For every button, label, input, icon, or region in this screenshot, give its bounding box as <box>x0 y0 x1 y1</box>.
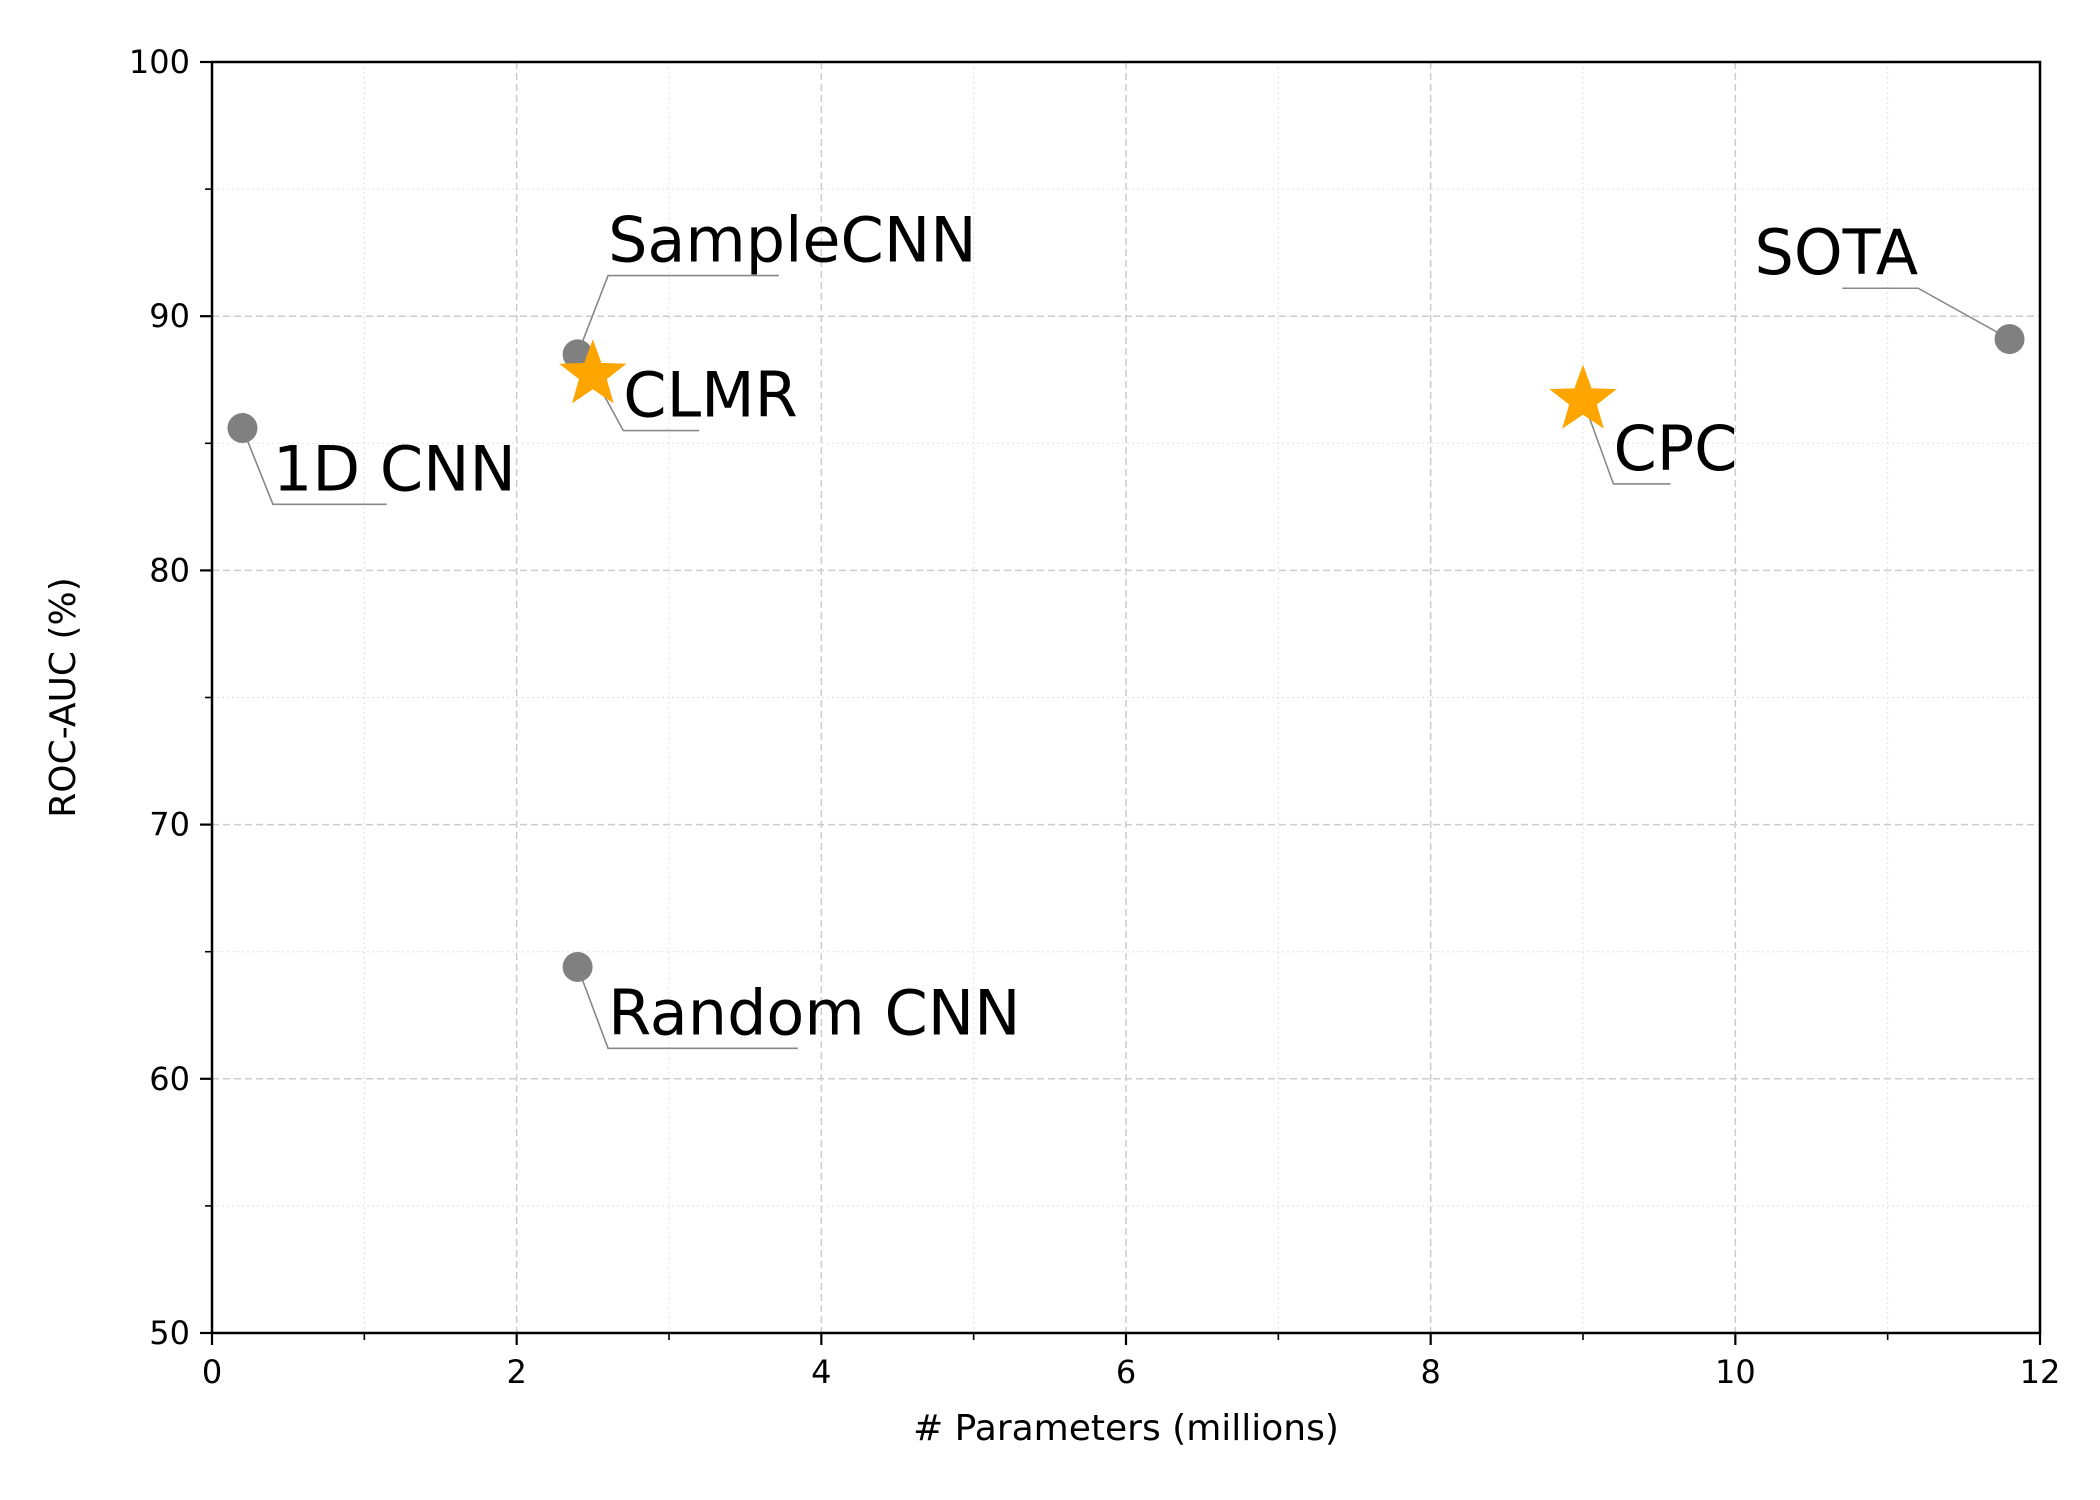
x-tick-label: 0 <box>202 1353 222 1391</box>
cpc-leader-line <box>1582 399 1671 485</box>
clmr-star-marker <box>559 339 627 404</box>
annotation-labels: 1D CNN SampleCNN CLMR Random CNN CPC SOTA <box>273 204 1918 1050</box>
y-tick-label: 100 <box>129 43 190 81</box>
y-tick-label: 50 <box>149 1314 190 1352</box>
random-cnn-label: Random CNN <box>608 976 1020 1049</box>
y-tick-label: 70 <box>149 806 190 844</box>
y-axis-title: ROC-AUC (%) <box>43 577 84 818</box>
x-tick-label: 2 <box>506 1353 526 1391</box>
cpc-star-marker <box>1549 364 1617 429</box>
cpc-label: CPC <box>1613 412 1737 485</box>
samplecnn-label: SampleCNN <box>608 204 977 277</box>
1d-cnn-leader-line <box>241 427 387 506</box>
x-tick-label: 8 <box>1420 1353 1440 1391</box>
sota-leader-line <box>1842 287 2010 340</box>
random-cnn-point-marker <box>562 951 593 982</box>
y-tick-label: 60 <box>149 1060 190 1098</box>
annotation-leaders <box>241 274 2010 1050</box>
samplecnn-leader-line <box>576 274 779 355</box>
data-points <box>227 324 2025 982</box>
x-tick-label: 10 <box>1715 1353 1756 1391</box>
x-axis-title: # Parameters (millions) <box>913 1408 1339 1449</box>
x-tick-label: 4 <box>811 1353 831 1391</box>
clmr-label: CLMR <box>623 359 797 432</box>
1d-cnn-label: 1D CNN <box>273 432 516 505</box>
1d-cnn-point-marker <box>227 413 258 444</box>
random-cnn-leader-line <box>576 966 798 1050</box>
grid <box>212 62 2040 1333</box>
x-tick-label: 6 <box>1116 1353 1136 1391</box>
sota-point-marker <box>1994 324 2025 355</box>
x-tick-label: 12 <box>2020 1353 2061 1391</box>
axis-ticks: 0 2 4 6 8 10 12 50 60 70 80 90 100 <box>129 43 2060 1391</box>
sota-label: SOTA <box>1754 216 1918 289</box>
y-tick-label: 90 <box>149 297 190 335</box>
y-tick-label: 80 <box>149 551 190 589</box>
